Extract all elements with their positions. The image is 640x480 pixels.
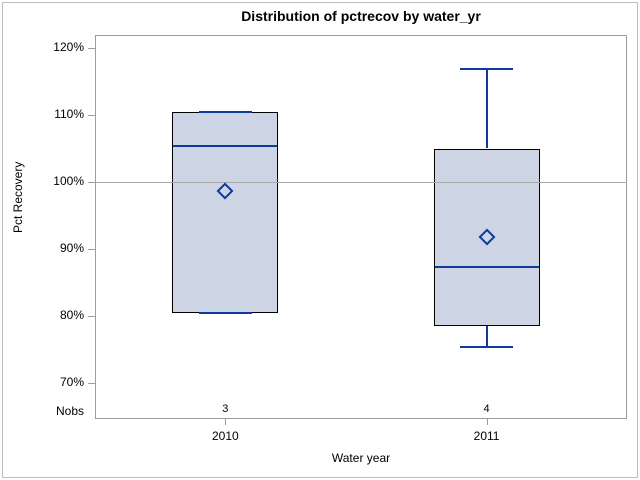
- y-tick-mark: [88, 248, 95, 250]
- x-tick-mark-2011: [486, 419, 488, 425]
- upper-whisker-cap-2011: [460, 67, 514, 70]
- chart-title: Distribution of pctrecov by water_yr: [241, 8, 481, 24]
- lower-whisker-2011: [485, 326, 488, 347]
- reference-line-100pct: [95, 181, 627, 183]
- y-tick-label: 90%: [59, 241, 84, 255]
- y-tick-label: 80%: [59, 308, 84, 322]
- x-tick-mark-2010: [225, 419, 227, 425]
- y-tick-label: 100%: [53, 174, 84, 188]
- y-tick-mark: [88, 315, 95, 317]
- nobs-value-2010: 3: [222, 403, 229, 415]
- upper-whisker-2011: [485, 68, 488, 149]
- y-tick-mark: [88, 382, 95, 384]
- y-tick-label: 110%: [54, 107, 84, 121]
- median-line-2011: [434, 266, 539, 269]
- nobs-row-label: Nobs: [55, 404, 84, 418]
- y-tick-mark: [88, 47, 95, 49]
- x-tick-label-2010: 2010: [211, 429, 239, 443]
- nobs-value-2011: 4: [483, 403, 490, 415]
- y-tick-mark: [88, 181, 95, 183]
- y-tick-label: 70%: [59, 375, 84, 389]
- y-tick-label: 120%: [53, 40, 84, 54]
- x-axis-label: Water year: [331, 451, 391, 465]
- box-2011: [433, 148, 540, 327]
- y-tick-mark: [88, 114, 95, 116]
- x-tick-label-2011: 2011: [473, 429, 500, 443]
- upper-whisker-cap-2010: [198, 111, 252, 114]
- lower-whisker-cap-2010: [198, 312, 252, 315]
- lower-whisker-cap-2011: [460, 345, 514, 348]
- y-axis-label: Pct Recovery: [11, 161, 25, 233]
- box-2010: [172, 112, 279, 314]
- median-line-2010: [173, 144, 278, 147]
